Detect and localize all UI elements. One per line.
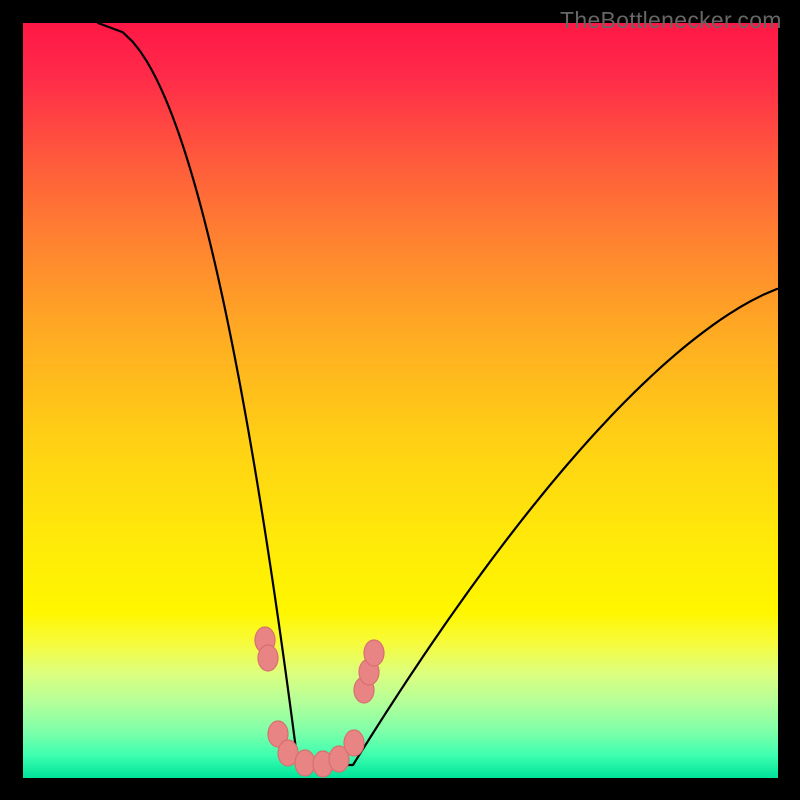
bottleneck-curve <box>98 23 778 765</box>
data-markers <box>255 627 384 777</box>
data-marker <box>344 730 364 756</box>
data-marker <box>295 750 315 776</box>
watermark-text: TheBottlenecker.com <box>560 7 782 34</box>
data-marker <box>258 645 278 671</box>
data-marker <box>364 640 384 666</box>
curve-layer <box>23 23 778 778</box>
chart-plot-area <box>23 23 778 778</box>
